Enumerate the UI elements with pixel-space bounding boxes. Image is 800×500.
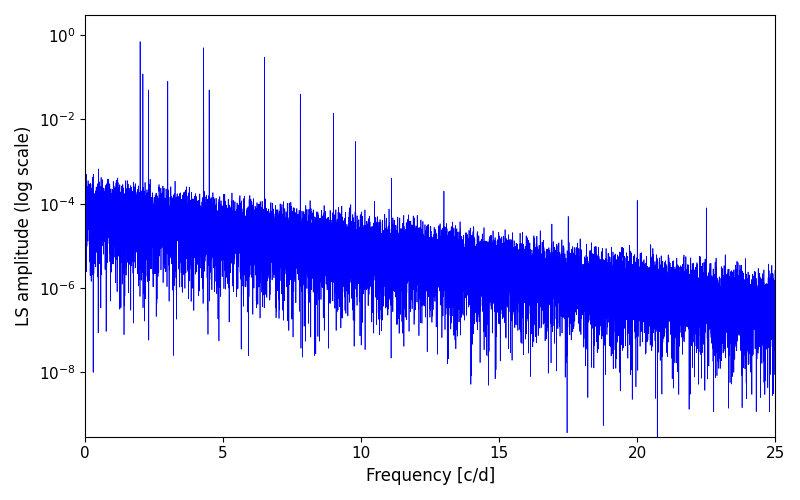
X-axis label: Frequency [c/d]: Frequency [c/d] <box>366 467 494 485</box>
Y-axis label: LS amplitude (log scale): LS amplitude (log scale) <box>15 126 33 326</box>
